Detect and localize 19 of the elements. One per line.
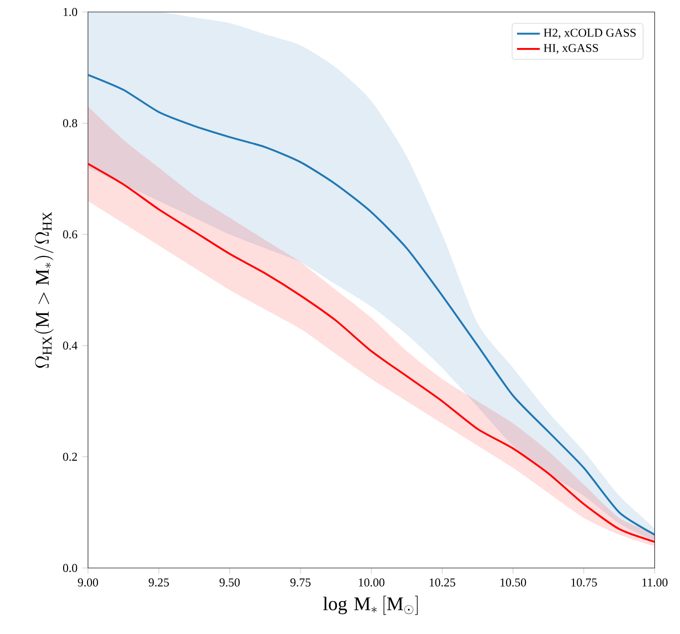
x-tick-label: 10.00 [358, 578, 384, 587]
x-tick-label: 10.75 [571, 578, 597, 587]
x-tick-label: 10.50 [500, 578, 526, 587]
y-axis-title: $\Omega_{\mathrm{HX}}(\mathrm{M}>\mathrm{M}_*)/\Omega_{\mathrm{HX}}$ [34, 212, 54, 368]
y-tick-label: 0.2 [63, 452, 77, 461]
x-tick-label: 11.00 [642, 578, 668, 587]
legend-label: HI, xGASS [544, 44, 598, 54]
y-tick-label: 0.4 [63, 342, 78, 350]
x-tick-label: 9.75 [290, 578, 311, 587]
x-tick-label: 9.50 [220, 578, 240, 587]
y-tick-label: 0.0 [63, 564, 78, 572]
x-tick-label: 10.25 [430, 578, 456, 587]
y-tick-label: 0.8 [63, 119, 78, 128]
x-tick-label: 9.25 [148, 578, 169, 587]
x-tick-label: 9.00 [78, 578, 98, 587]
y-tick-label: 0.6 [63, 230, 78, 238]
y-tick-label: 1.0 [64, 8, 78, 16]
x-axis-title: $\log\,\mathrm{M}_*\,[\mathrm{M}_\odot]$ [323, 596, 418, 615]
legend-label: H2, xCOLD GASS [544, 28, 636, 38]
